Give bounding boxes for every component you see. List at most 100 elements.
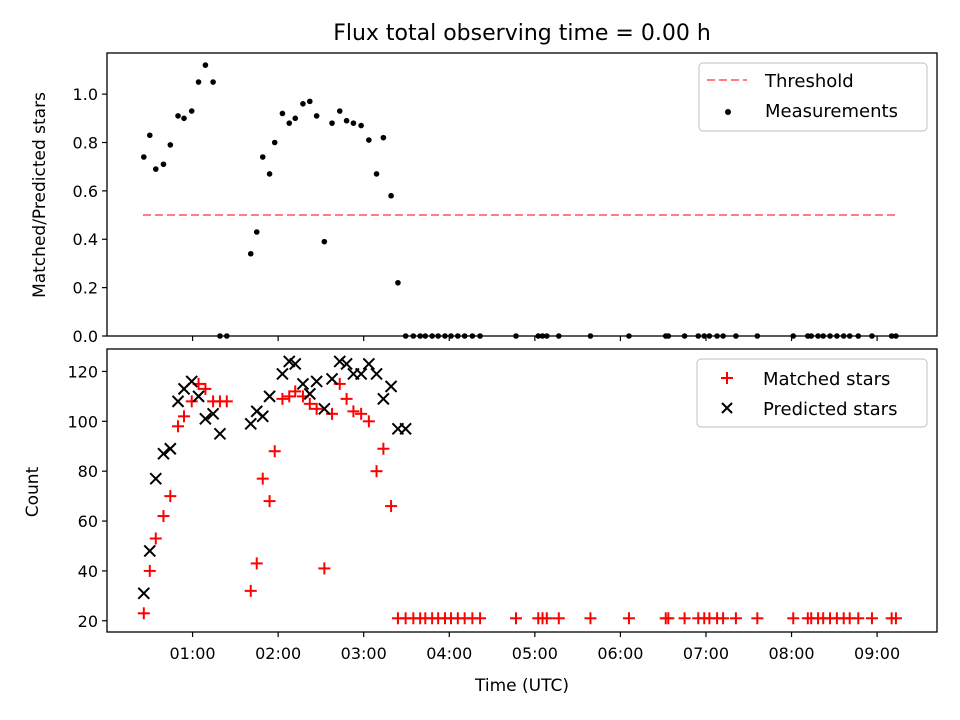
- predicted-star-point: [206, 407, 220, 421]
- bottom-y-tick-label: 60: [78, 512, 98, 531]
- predicted-star-point: [157, 447, 170, 460]
- predicted-star-point: [362, 357, 376, 371]
- predicted-star-point: [303, 387, 317, 401]
- predicted-star-point: [263, 390, 276, 403]
- measurement-point: [300, 100, 306, 107]
- measurement-point: [321, 238, 328, 245]
- measurement-point: [336, 108, 343, 114]
- predicted-star-point: [276, 367, 289, 381]
- matched-star-point: [385, 500, 398, 513]
- predicted-star-point: [171, 395, 185, 408]
- matched-star-point: [751, 612, 764, 625]
- matched-star-point: [268, 445, 281, 458]
- top-y-tick-label: 0.6: [73, 182, 98, 201]
- matched-star-point: [510, 612, 523, 625]
- matched-star-point: [256, 472, 269, 485]
- matched-star-point: [220, 395, 233, 408]
- top-y-tick-label: 0.8: [73, 133, 98, 152]
- matched-star-point: [157, 510, 170, 523]
- measurement-point: [210, 79, 216, 85]
- bottom-axes-frame: [106, 348, 938, 633]
- measurement-point: [380, 134, 387, 141]
- bottom-y-tick-label: 20: [78, 612, 98, 631]
- measurement-point: [152, 166, 159, 172]
- measurement-point: [343, 117, 350, 124]
- bottom-y-axis: 20 40 60 80 100 120: [67, 362, 107, 631]
- matched-star-point: [333, 377, 346, 390]
- bottom-plot-marks: [137, 355, 902, 625]
- matched-star-point: [787, 612, 800, 625]
- matched-star-point: [276, 392, 289, 405]
- measurement-point: [181, 115, 187, 122]
- predicted-star-point: [325, 372, 339, 386]
- predicted-star-point: [256, 410, 269, 423]
- measurement-point: [146, 132, 153, 139]
- bottom-legend-frame: [696, 358, 928, 428]
- matched-star-point: [717, 612, 730, 625]
- matched-star-point: [622, 612, 635, 625]
- matched-star-point: [164, 490, 177, 503]
- measurement-point: [329, 120, 335, 126]
- predicted-star-point: [192, 390, 205, 403]
- top-axes-frame: [106, 52, 938, 337]
- matched-star-point: [584, 612, 597, 625]
- matched-star-point: [250, 557, 263, 570]
- predicted-star-point: [370, 367, 383, 381]
- predicted-star-point: [296, 377, 310, 391]
- matched-star-point: [729, 612, 742, 625]
- predicted-star-point: [289, 357, 302, 371]
- matched-star-point: [552, 612, 565, 625]
- x-tick-label: 09:00: [854, 644, 900, 663]
- measurement-point: [306, 98, 313, 105]
- measurement-point: [395, 279, 401, 286]
- predicted-star-point: [354, 367, 368, 381]
- matched-star-point: [289, 385, 302, 398]
- x-tick-label: 02:00: [255, 644, 301, 663]
- x-tick-label: 01:00: [170, 644, 216, 663]
- measurement-point: [167, 142, 174, 148]
- measurement-point: [279, 110, 286, 117]
- matched-star-point: [889, 612, 902, 625]
- predicted-star-point: [213, 427, 227, 440]
- matched-star-point: [263, 495, 276, 508]
- x-tick-label: 07:00: [683, 644, 729, 663]
- measurement-point: [247, 250, 254, 257]
- predicted-star-point: [137, 587, 151, 600]
- x-tick-label: 08:00: [768, 644, 814, 663]
- predicted-star-point: [149, 472, 162, 485]
- top-x-ticks: [191, 336, 878, 341]
- top-y-tick-label: 0.4: [73, 230, 98, 249]
- predicted-star-point: [199, 412, 212, 426]
- matched-star-point: [678, 612, 691, 625]
- matched-star-point: [326, 407, 339, 420]
- matched-star-point: [865, 612, 878, 625]
- predicted-star-point: [143, 544, 156, 558]
- measurement-point: [373, 171, 380, 177]
- predicted-star-point: [399, 422, 412, 435]
- predicted-star-point: [377, 392, 390, 406]
- bottom-y-tick-label: 80: [78, 462, 98, 481]
- top-y-axis: 0.0 0.2 0.4 0.6 0.8 1.0: [73, 85, 107, 346]
- measurement-point: [259, 154, 266, 160]
- measurement-point: [271, 139, 278, 146]
- threshold-legend-label: Threshold: [764, 71, 854, 92]
- x-tick-label: 03:00: [341, 644, 387, 663]
- bottom-x-axis: 01:00 02:00 03:00 04:00 05:00 06:00 07:00 08:00…: [170, 632, 900, 663]
- matched-star-point: [244, 584, 257, 597]
- top-y-tick-label: 1.0: [73, 85, 98, 104]
- matched-star-point: [318, 562, 331, 575]
- measurements-legend-label: Measurements: [765, 101, 898, 122]
- predicted-star-point: [333, 355, 346, 368]
- matched-star-point: [303, 397, 316, 410]
- measurement-point: [388, 192, 394, 199]
- matched-star-point: [340, 392, 353, 405]
- matched-star-point: [662, 612, 675, 625]
- bottom-y-tick-label: 40: [78, 562, 98, 581]
- measurement-point: [140, 154, 147, 160]
- matched-star-point: [199, 382, 212, 395]
- measurements-legend-swatch: [725, 109, 731, 115]
- matched-star-point: [310, 402, 323, 415]
- measurement-point: [266, 171, 273, 177]
- predicted-star-point: [318, 402, 331, 416]
